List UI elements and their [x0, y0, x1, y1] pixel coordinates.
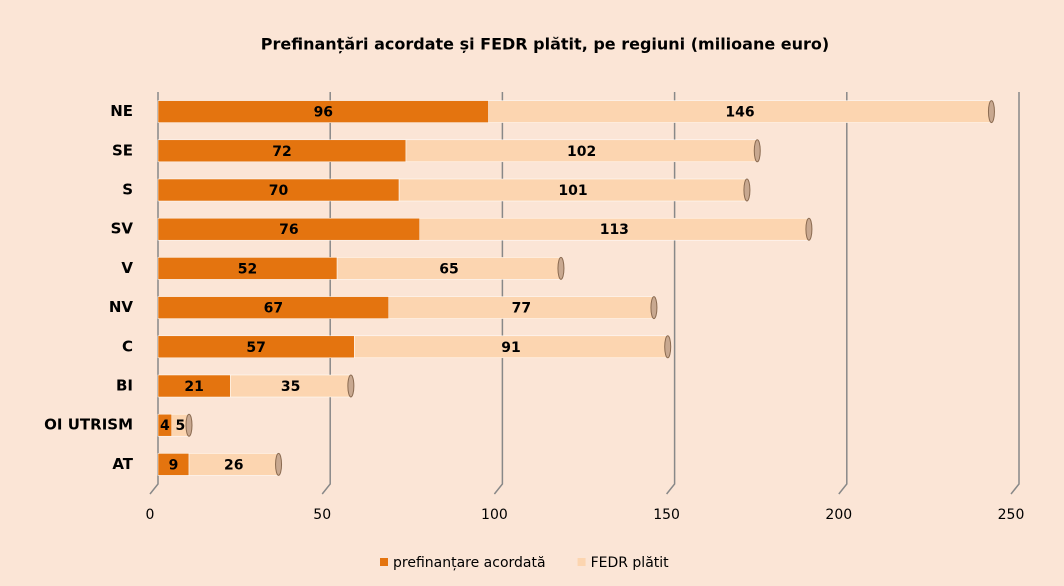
- data-label: 57: [246, 340, 265, 356]
- y-tick-label: C: [122, 337, 133, 355]
- data-label: 101: [558, 183, 587, 199]
- data-label: 21: [184, 379, 203, 395]
- data-label: 5: [176, 418, 186, 434]
- data-label: 65: [439, 261, 458, 277]
- x-tick-label: 250: [998, 507, 1025, 523]
- y-tick-label: S: [122, 181, 133, 199]
- bar-cap: [185, 413, 193, 437]
- legend-swatch: [380, 558, 388, 566]
- data-label: 76: [279, 222, 298, 238]
- data-label: 4: [160, 418, 170, 434]
- legend-swatch: [577, 558, 586, 566]
- bar-cap: [753, 139, 761, 163]
- bar-cap: [987, 100, 995, 124]
- legend-label: prefinanțare acordată: [393, 555, 546, 571]
- bar-cap: [275, 452, 283, 476]
- data-label: 67: [264, 301, 283, 317]
- data-label: 9: [169, 457, 179, 473]
- x-tick-label: 100: [481, 507, 508, 523]
- x-tick-label: 200: [825, 507, 852, 523]
- bar-cap: [743, 178, 751, 202]
- data-label: 96: [314, 105, 333, 121]
- x-tick-label: 50: [313, 507, 331, 523]
- data-label: 35: [281, 379, 300, 395]
- bar-cap: [557, 256, 565, 280]
- bar-cap: [650, 296, 658, 320]
- x-tick-label: 0: [146, 507, 155, 523]
- y-tick-label: V: [121, 259, 133, 277]
- data-label: 72: [272, 144, 291, 160]
- bar-cap: [347, 374, 355, 398]
- y-tick-label: NE: [110, 102, 133, 120]
- data-label: 102: [567, 144, 596, 160]
- y-tick-label: NV: [109, 298, 134, 316]
- data-label: 52: [238, 261, 257, 277]
- y-tick-label: SV: [111, 220, 134, 238]
- chart-title: Prefinanțări acordate și FEDR plătit, pe…: [261, 35, 829, 54]
- x-tick-label: 150: [653, 507, 680, 523]
- data-label: 113: [600, 222, 629, 238]
- grid-line: [838, 92, 848, 495]
- data-label: 146: [725, 105, 754, 121]
- y-tick-label: SE: [112, 141, 133, 159]
- y-tick-label: AT: [112, 455, 133, 473]
- data-label: 70: [269, 183, 289, 199]
- data-label: 91: [501, 340, 520, 356]
- grid-line: [1010, 92, 1020, 495]
- y-tick-label: BI: [116, 377, 133, 395]
- bar-cap: [805, 217, 813, 241]
- y-tick-label: OI UTRISM: [44, 416, 133, 434]
- data-label: 77: [512, 301, 531, 317]
- data-label: 26: [224, 457, 243, 473]
- bar-cap: [664, 335, 672, 359]
- legend-label: FEDR plătit: [591, 555, 670, 571]
